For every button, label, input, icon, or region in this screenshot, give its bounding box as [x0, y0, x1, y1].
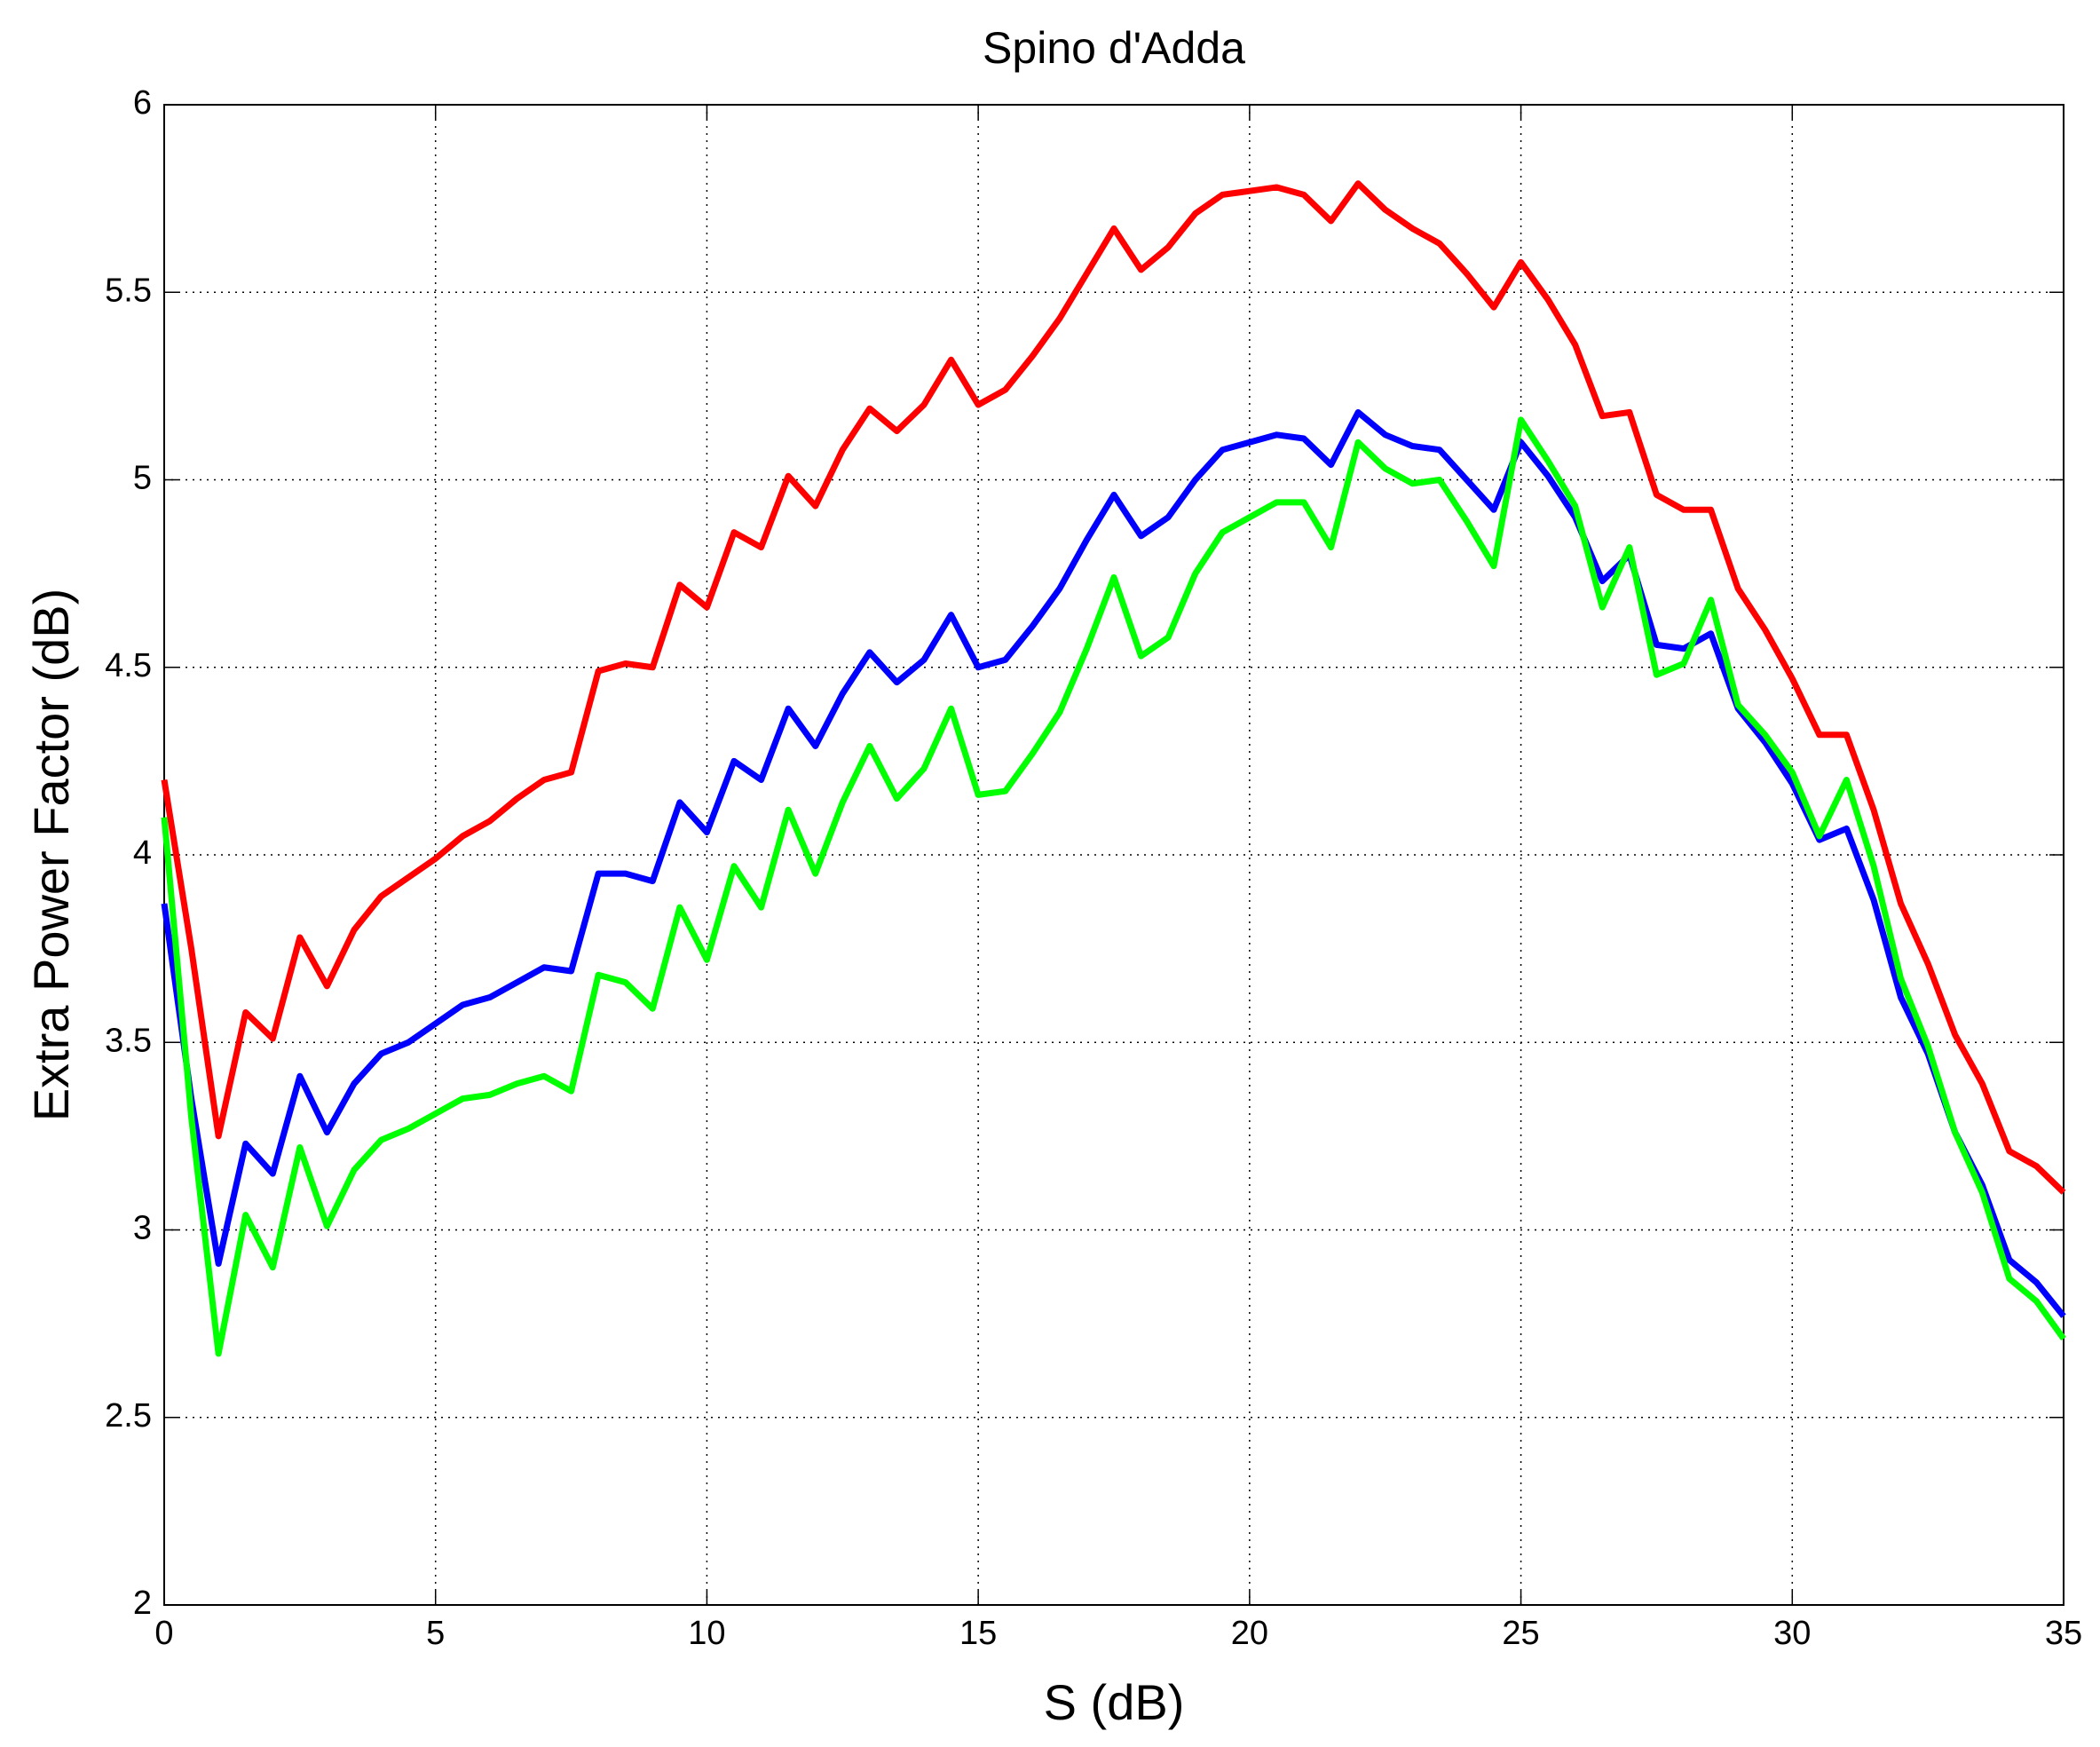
data-line: [161, 408, 2066, 1318]
y-tick-label: 3: [133, 1210, 152, 1247]
x-tick-label: 35: [2045, 1615, 2082, 1652]
y-tick-label: 6: [133, 84, 152, 122]
y-tick-label: 4.5: [105, 647, 152, 684]
y-tick-label: 2.5: [105, 1397, 152, 1435]
x-tick-label: 5: [426, 1615, 445, 1652]
x-tick-label: 20: [1231, 1615, 1268, 1652]
y-axis-label: Extra Power Factor (dB): [23, 589, 79, 1122]
y-tick-label: 4: [133, 834, 152, 872]
x-tick-label: 25: [1502, 1615, 1539, 1652]
x-tick-label: 10: [688, 1615, 725, 1652]
x-tick-label: 0: [154, 1615, 173, 1652]
data-line: [161, 416, 2066, 1357]
y-tick-label: 5.5: [105, 272, 152, 309]
x-tick-label: 30: [1773, 1615, 1811, 1652]
x-tick-label: 15: [959, 1615, 997, 1652]
y-tick-label: 5: [133, 460, 152, 497]
data-line: [161, 180, 2066, 1195]
plot-frame: [163, 104, 2064, 1606]
y-tick-label: 2: [133, 1585, 152, 1622]
chart-title: Spino d'Adda: [983, 23, 1245, 73]
y-tick-label: 3.5: [105, 1022, 152, 1059]
x-axis-label: S (dB): [1044, 1674, 1185, 1730]
